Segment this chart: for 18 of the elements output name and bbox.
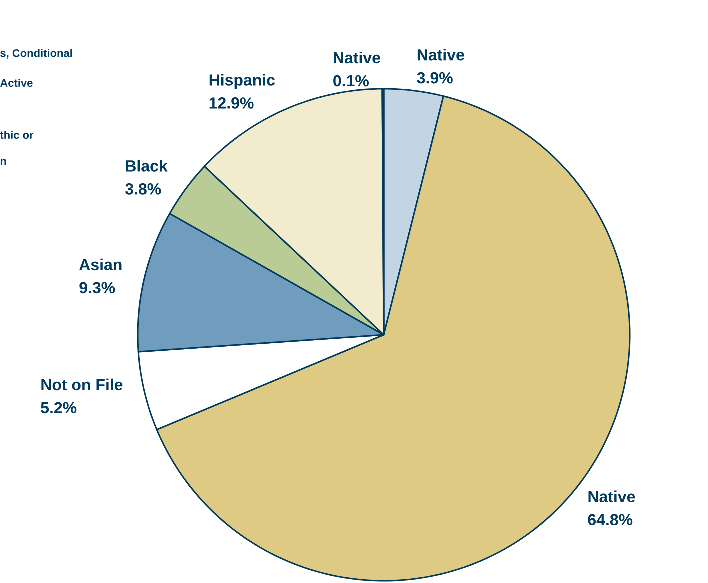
slice-label: Native	[334, 52, 380, 64]
data-label: 3.8%	[126, 184, 162, 195]
text: thic or	[0, 130, 34, 140]
slice-label: Asian	[80, 258, 122, 271]
data-label: 0.1%	[334, 75, 369, 87]
slice-label: Native	[588, 490, 636, 503]
data-label: 3.9%	[417, 72, 453, 84]
data-label: 12.9%	[210, 98, 254, 109]
slice-label: Native	[418, 48, 464, 61]
slice-label: Hispanic	[210, 74, 276, 90]
text: n	[0, 159, 6, 165]
data-label: 64.8%	[588, 514, 633, 526]
data-label: 9.3%	[80, 282, 116, 294]
text: s, Conditional	[0, 49, 72, 59]
data-label: 5.2%	[41, 402, 77, 414]
slice-label: Not on File	[42, 378, 123, 391]
slice-label: Black	[126, 160, 168, 172]
text: Active	[0, 78, 33, 88]
